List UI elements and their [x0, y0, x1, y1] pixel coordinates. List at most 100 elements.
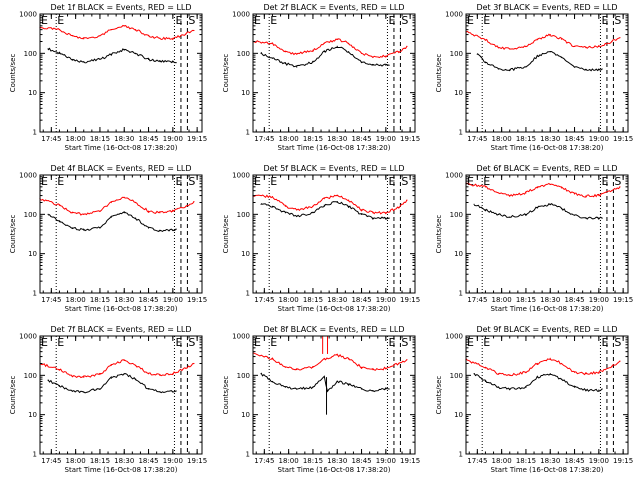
data-point: [71, 35, 73, 37]
x-tick-label: 18:45: [351, 296, 371, 304]
data-point: [134, 378, 137, 380]
data-point: [385, 367, 387, 370]
data-point: [260, 373, 262, 375]
data-point: [509, 194, 511, 197]
data-point: [323, 42, 325, 44]
data-point: [336, 354, 338, 356]
marker-label: S: [614, 336, 621, 349]
panel-title: Det 7f BLACK = Events, RED = LLD: [50, 325, 191, 334]
x-tick-label: 18:15: [90, 296, 110, 304]
data-point: [388, 217, 390, 219]
y-tick-label: 10: [241, 89, 250, 97]
data-point: [172, 37, 174, 39]
data-point: [573, 371, 576, 373]
data-point: [360, 388, 363, 390]
y-axis-label: Counts/sec: [222, 54, 230, 93]
data-point: [159, 374, 161, 376]
panel-title: Det 3f BLACK = Events, RED = LLD: [476, 3, 617, 12]
panel-title: Det 6f BLACK = Events, RED = LLD: [476, 164, 617, 173]
data-point: [110, 53, 112, 55]
x-tick-label: 17:45: [467, 296, 487, 304]
marker-label: E: [467, 14, 474, 27]
y-tick-label: 100: [237, 211, 250, 219]
y-tick-label: 1: [33, 451, 37, 459]
series-line-events: [47, 373, 177, 394]
series-line-events: [476, 50, 603, 72]
marker-label: S: [401, 14, 408, 27]
x-tick-label: 18:30: [540, 135, 560, 143]
y-tick-label: 1: [246, 290, 250, 298]
y-tick-label: 100: [237, 372, 250, 380]
x-axis-label: Start Time (16-Oct-08 17:38:20): [491, 144, 604, 152]
data-point: [296, 53, 298, 55]
x-tick-label: 18:30: [327, 457, 347, 465]
y-tick-label: 100: [237, 50, 250, 58]
data-point: [71, 212, 73, 214]
data-point: [398, 362, 400, 365]
data-point: [336, 194, 338, 197]
data-point: [536, 376, 538, 378]
data-point: [398, 51, 400, 53]
data-point: [585, 389, 587, 391]
data-point: [388, 64, 390, 66]
data-point: [585, 373, 587, 375]
data-point: [598, 217, 600, 219]
data-point: [99, 58, 101, 61]
x-tick-label: 18:00: [66, 457, 86, 465]
y-tick-label: 1: [33, 129, 37, 137]
data-point: [271, 196, 274, 198]
x-tick-label: 18:15: [303, 296, 323, 304]
data-point: [312, 212, 314, 214]
x-tick-label: 18:45: [138, 296, 158, 304]
data-point: [175, 390, 177, 392]
marker-label: E: [601, 175, 608, 188]
data-point: [185, 33, 187, 35]
plot-frame: [39, 335, 203, 455]
x-axis-label: Start Time (16-Oct-08 17:38:20): [491, 466, 604, 474]
data-point: [336, 45, 338, 48]
data-point: [484, 186, 487, 188]
data-point: [611, 190, 613, 192]
data-point: [123, 196, 125, 198]
x-tick-label: 18:30: [540, 457, 560, 465]
y-tick-label: 100: [24, 50, 37, 58]
y-tick-label: 1: [33, 290, 37, 298]
y-tick-label: 1: [459, 129, 463, 137]
marker-label: E: [270, 336, 277, 349]
x-tick-label: 19:15: [187, 296, 207, 304]
data-point: [159, 391, 161, 393]
marker-label: S: [188, 175, 195, 188]
x-tick-label: 17:45: [254, 296, 274, 304]
marker-label: E: [483, 336, 490, 349]
data-point: [123, 212, 125, 214]
data-point: [58, 368, 61, 371]
data-point: [601, 217, 603, 219]
x-tick-label: 17:45: [254, 135, 274, 143]
x-tick-label: 19:15: [187, 135, 207, 143]
data-point: [336, 201, 338, 203]
data-point: [312, 205, 314, 207]
data-point: [83, 38, 85, 40]
data-point: [560, 362, 563, 365]
marker-label: S: [614, 14, 621, 27]
plot-frame: [252, 335, 416, 455]
data-point: [347, 358, 350, 360]
marker-label: E: [41, 336, 48, 349]
data-point: [336, 380, 338, 383]
x-tick-label: 18:45: [564, 457, 584, 465]
data-point: [185, 367, 187, 370]
data-point: [110, 29, 112, 31]
series-line-lld: [253, 194, 408, 215]
x-tick-label: 18:00: [492, 457, 512, 465]
data-point: [497, 386, 499, 388]
data-point: [573, 45, 576, 48]
marker-label: S: [188, 14, 195, 27]
x-tick-label: 19:00: [163, 296, 183, 304]
plot-frame: [252, 13, 416, 133]
data-point: [134, 364, 137, 366]
